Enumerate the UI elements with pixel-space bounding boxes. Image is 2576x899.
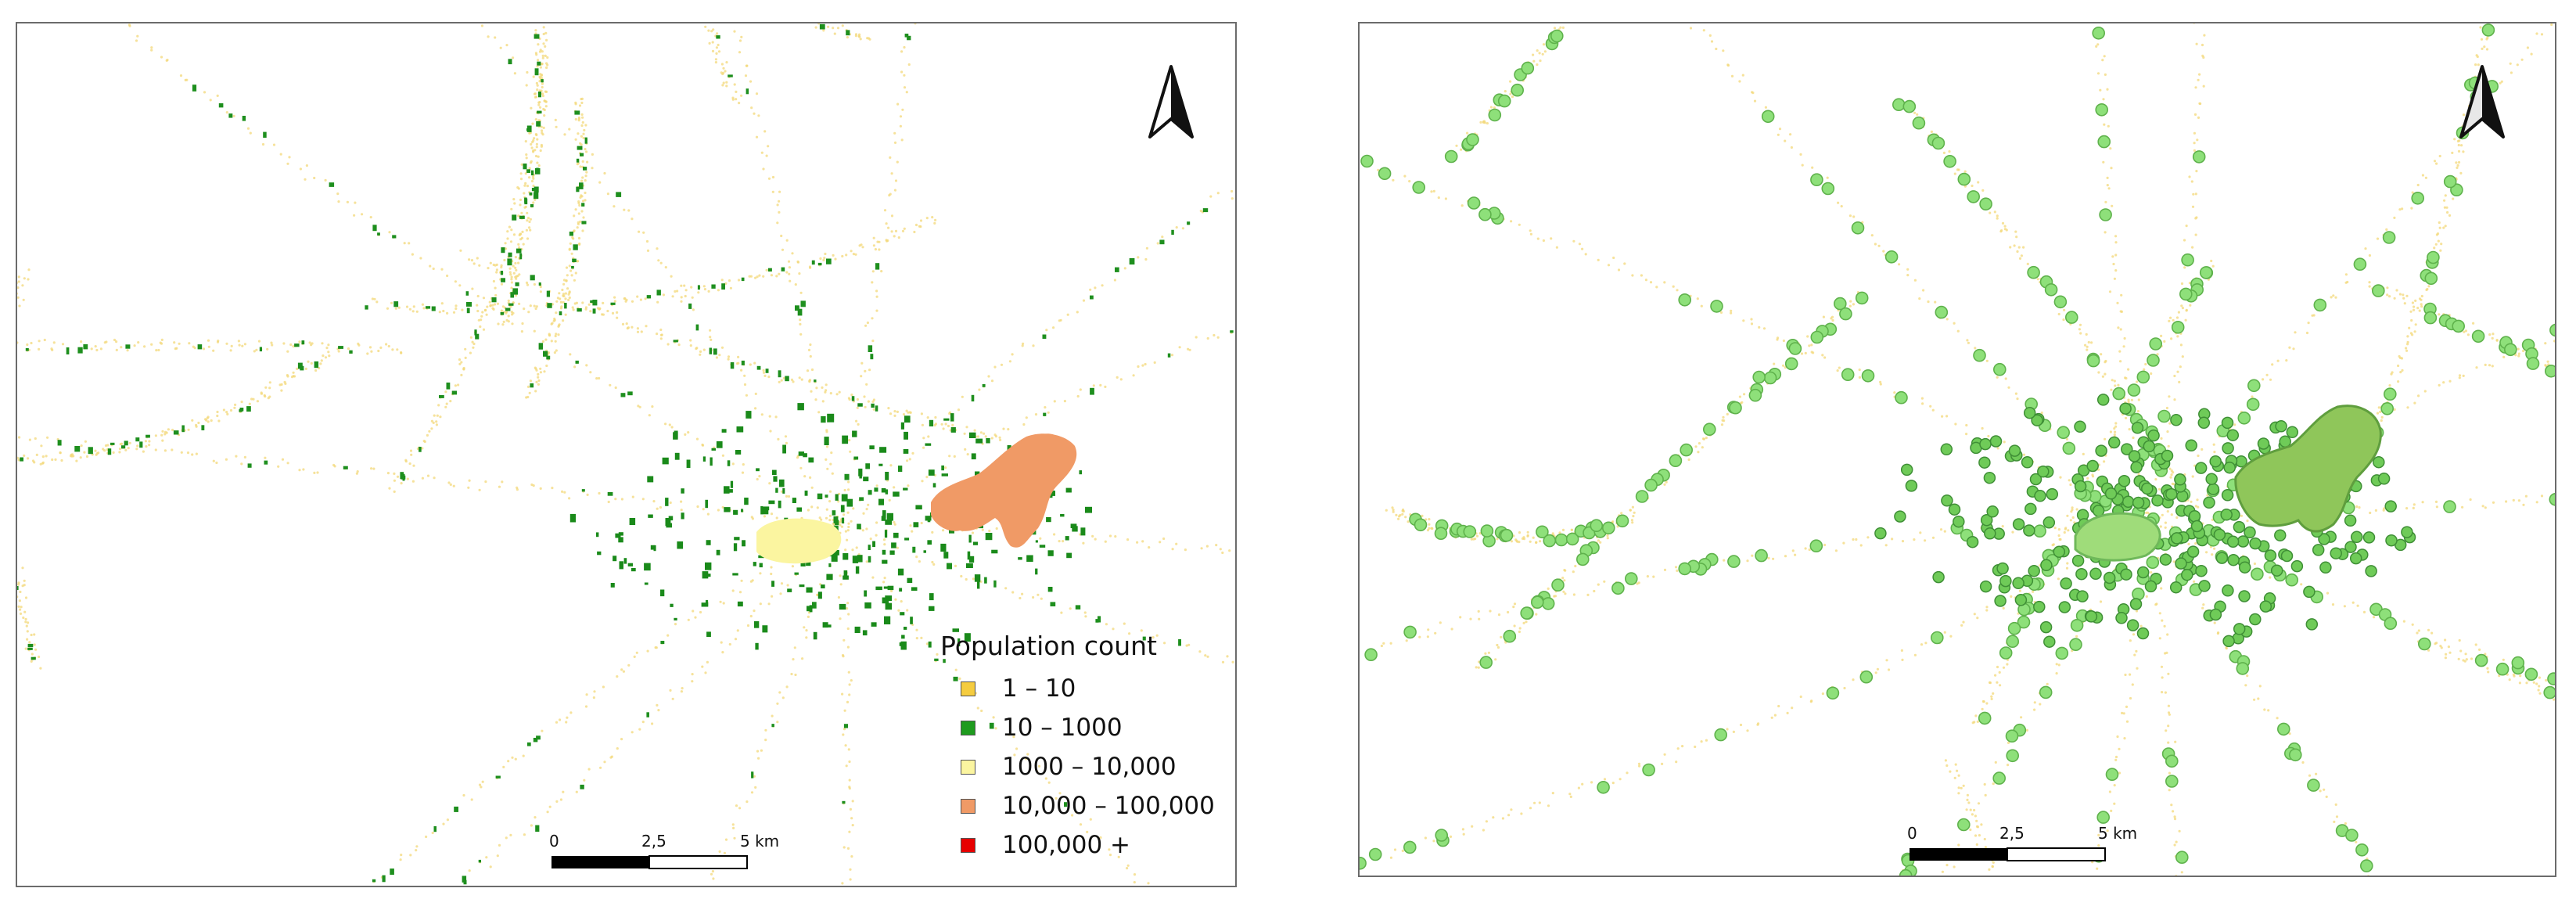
settlement-map-right: 0 2,5 5 km [1358, 22, 2556, 877]
legend-label: 1 – 10 [1002, 674, 1076, 703]
scale-label-0: 0 [1907, 824, 1917, 843]
legend-swatch [961, 759, 975, 775]
scale-label-5km: 5 km [2098, 824, 2137, 843]
urban-core-10000-100000 [931, 433, 1077, 548]
legend-item-1-10: 1 – 10 [940, 669, 1230, 708]
legend-swatch [961, 798, 975, 814]
map-legend: Population count 1 – 10 10 – 1000 1000 –… [940, 631, 1230, 865]
scale-label-2-5: 2,5 [641, 832, 666, 850]
legend-label: 1000 – 10,000 [1002, 753, 1177, 781]
legend-swatch [961, 837, 975, 853]
population-map-left: 0 2,5 5 km Population count 1 – 10 10 – … [16, 22, 1237, 887]
legend-item-100000-plus: 100,000 + [940, 825, 1230, 865]
urban-core-west [2074, 512, 2161, 562]
scale-label-2-5: 2,5 [1999, 824, 2025, 843]
map-layer-left [17, 23, 1234, 885]
legend-label: 10 – 1000 [1002, 714, 1123, 742]
urban-area [756, 433, 1077, 564]
north-arrow-icon [1148, 65, 1194, 138]
scale-label-0: 0 [549, 832, 559, 850]
scale-label-5km: 5 km [740, 832, 779, 850]
urban-area [2074, 405, 2382, 562]
legend-swatch [961, 720, 975, 735]
urban-core-east [2234, 405, 2382, 533]
urban-core-10000-100000-east [1028, 433, 1061, 459]
legend-item-10-1000: 10 – 1000 [940, 708, 1230, 747]
scale-bar: 0 2,5 5 km [1907, 824, 2137, 861]
legend-item-1000-10000: 1000 – 10,000 [940, 747, 1230, 786]
settlement-dots [17, 23, 1234, 885]
scale-bar: 0 2,5 5 km [549, 832, 779, 869]
legend-item-10000-100000: 10,000 – 100,000 [940, 786, 1230, 825]
map-layer-right [1360, 23, 2555, 876]
legend-label: 100,000 + [1002, 831, 1131, 859]
legend-label: 10,000 – 100,000 [1002, 792, 1215, 820]
legend-swatch [961, 681, 975, 696]
urban-core-1000-10000 [756, 518, 842, 564]
legend-title: Population count [940, 631, 1157, 661]
north-arrow-icon [2459, 65, 2505, 138]
